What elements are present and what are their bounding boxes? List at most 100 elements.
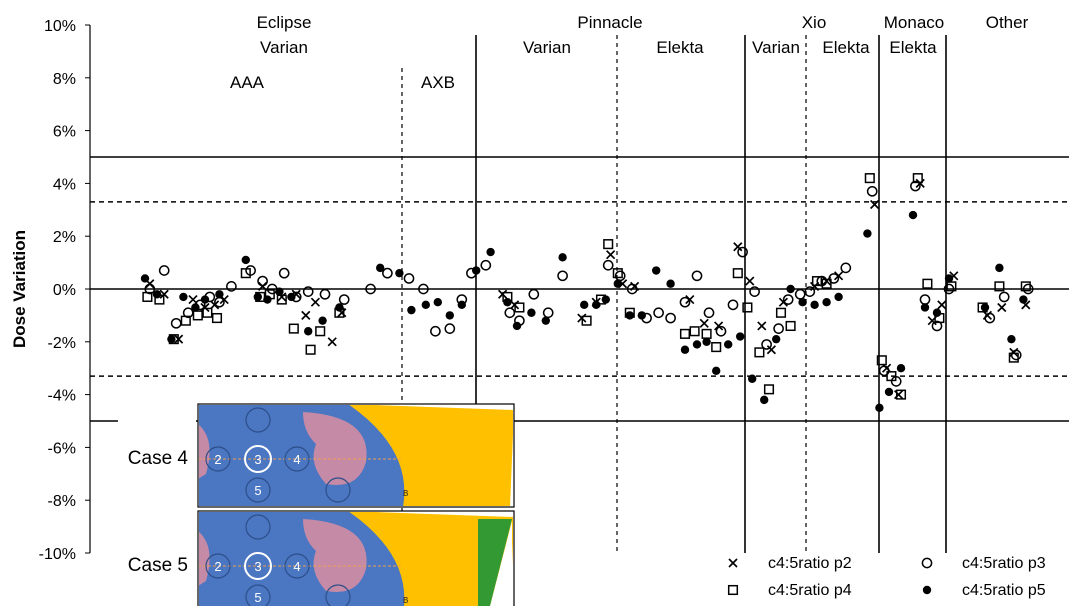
- group-label-xio: Xio: [802, 13, 827, 32]
- data-point: [158, 265, 170, 276]
- data-point: [754, 347, 765, 358]
- data-point: [748, 374, 757, 383]
- data-point: [828, 273, 840, 284]
- legend-item: c4:5ratio p3: [921, 555, 1046, 572]
- data-point: [319, 288, 331, 300]
- data-point: [1008, 352, 1019, 363]
- data-point: [863, 229, 872, 238]
- case-label: Case 4: [128, 448, 189, 469]
- data-point: [910, 180, 921, 192]
- data-point: [215, 290, 224, 299]
- data-point: [142, 291, 153, 302]
- data-point: [702, 337, 711, 346]
- data-point: [893, 389, 904, 400]
- region-circle: [325, 477, 351, 503]
- data-point: [395, 268, 404, 278]
- data-point: [335, 303, 344, 312]
- data-point: [170, 317, 182, 329]
- data-point: [896, 364, 906, 373]
- data-point: [403, 273, 415, 284]
- data-point: [760, 395, 769, 405]
- data-point: [302, 286, 314, 297]
- legend-marker-s: [727, 584, 739, 596]
- data-point: [445, 311, 454, 320]
- data-point: [946, 281, 957, 292]
- data-point: [711, 342, 722, 353]
- y-tick-label: 10%: [44, 18, 76, 35]
- data-point: [192, 310, 203, 321]
- legend-marker-d: [922, 585, 932, 595]
- series-4: [140, 210, 1028, 412]
- y-tick-label: 6%: [53, 124, 76, 141]
- group-label-pinnacle: Pinnacle: [577, 13, 642, 32]
- region-circle: [245, 584, 271, 606]
- data-point: [226, 281, 237, 292]
- data-point: [798, 298, 807, 307]
- data-point: [810, 300, 819, 310]
- region-label: 4: [293, 559, 300, 574]
- data-point: [603, 239, 614, 250]
- data-point: [528, 288, 540, 300]
- data-point: [240, 268, 251, 279]
- data-point: [382, 267, 393, 279]
- data-point: [457, 300, 466, 310]
- data-point: [736, 332, 745, 341]
- series-3: [142, 173, 1031, 400]
- region-circle: [245, 477, 271, 503]
- data-point: [980, 303, 990, 312]
- lung-region-left: [199, 531, 210, 586]
- data-point: [984, 312, 996, 324]
- legend-item: c4:5ratio p5: [922, 582, 1046, 599]
- y-axis-title: Dose Variation: [10, 230, 29, 348]
- data-point: [327, 337, 337, 347]
- wedge: [478, 519, 512, 606]
- data-point: [407, 305, 416, 315]
- y-tick-label: 2%: [53, 229, 76, 246]
- data-point: [994, 281, 1005, 292]
- data-point: [613, 279, 622, 288]
- y-tick-label: -8%: [48, 493, 76, 510]
- data-point: [895, 389, 907, 400]
- data-point: [804, 286, 816, 297]
- data-point: [263, 295, 272, 304]
- legend-label: c4:5ratio p4: [768, 582, 852, 599]
- data-point: [908, 210, 918, 220]
- data-point: [943, 283, 955, 295]
- data-point: [915, 178, 925, 189]
- data-point: [211, 312, 223, 324]
- data-point: [179, 292, 188, 302]
- data-point: [742, 302, 753, 313]
- lung-region: [303, 412, 367, 486]
- group-label-monaco: Monaco: [884, 13, 944, 32]
- data-point: [514, 302, 525, 313]
- data-point: [625, 311, 634, 320]
- data-point: [878, 365, 890, 377]
- data-point: [785, 320, 796, 332]
- data-point: [310, 297, 321, 307]
- region-label: 2: [214, 452, 221, 467]
- data-point: [689, 326, 700, 337]
- data-point: [541, 316, 550, 325]
- data-point: [167, 334, 176, 344]
- legend-label: c4:5ratio p2: [768, 555, 852, 572]
- data-point: [503, 298, 512, 307]
- data-point: [421, 300, 430, 310]
- legend-marker-o: [921, 557, 933, 569]
- legend-label: c4:5ratio p5: [962, 582, 1046, 599]
- region-label: 4: [293, 452, 300, 467]
- data-point: [287, 292, 296, 302]
- data-point: [605, 250, 616, 260]
- data-point: [1010, 349, 1022, 361]
- legend-label: c4:5ratio p3: [962, 555, 1046, 572]
- data-point: [703, 307, 715, 319]
- data-point: [200, 302, 210, 313]
- region-circle: [244, 445, 272, 473]
- data-point: [200, 295, 210, 304]
- data-point: [430, 325, 441, 337]
- data-point: [786, 284, 795, 294]
- data-point: [833, 271, 844, 281]
- group-label-eclipse: Eclipse: [257, 13, 312, 32]
- data-point: [558, 253, 567, 262]
- data-point: [772, 334, 781, 344]
- data-point: [202, 307, 213, 318]
